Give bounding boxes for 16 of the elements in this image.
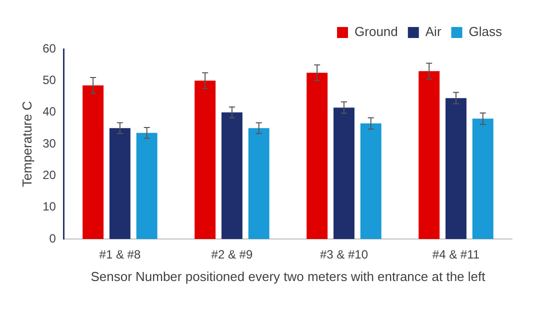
y-tick-label: 60: [42, 41, 56, 56]
y-tick-label: 50: [42, 72, 56, 87]
x-axis-title: Sensor Number positioned every two meters with entrance at the left: [90, 268, 486, 284]
y-tick-label: 40: [42, 104, 56, 119]
x-tick-label: #4 & #11: [432, 248, 480, 262]
y-tick-label: 20: [42, 168, 56, 182]
legend-label: Glass: [468, 24, 502, 40]
y-axis-title: Temperature C: [19, 101, 34, 187]
x-tick-label: #1 & #8: [99, 248, 141, 262]
legend-label: Ground: [354, 24, 398, 40]
y-tick-label: 30: [42, 136, 56, 150]
x-tick-label: #2 & #9: [211, 248, 253, 262]
y-tick-label: 10: [42, 200, 56, 214]
x-tick-label: #3 & #10: [320, 248, 368, 262]
legend-label: Air: [425, 24, 442, 40]
y-tick-label: 0: [49, 231, 56, 246]
